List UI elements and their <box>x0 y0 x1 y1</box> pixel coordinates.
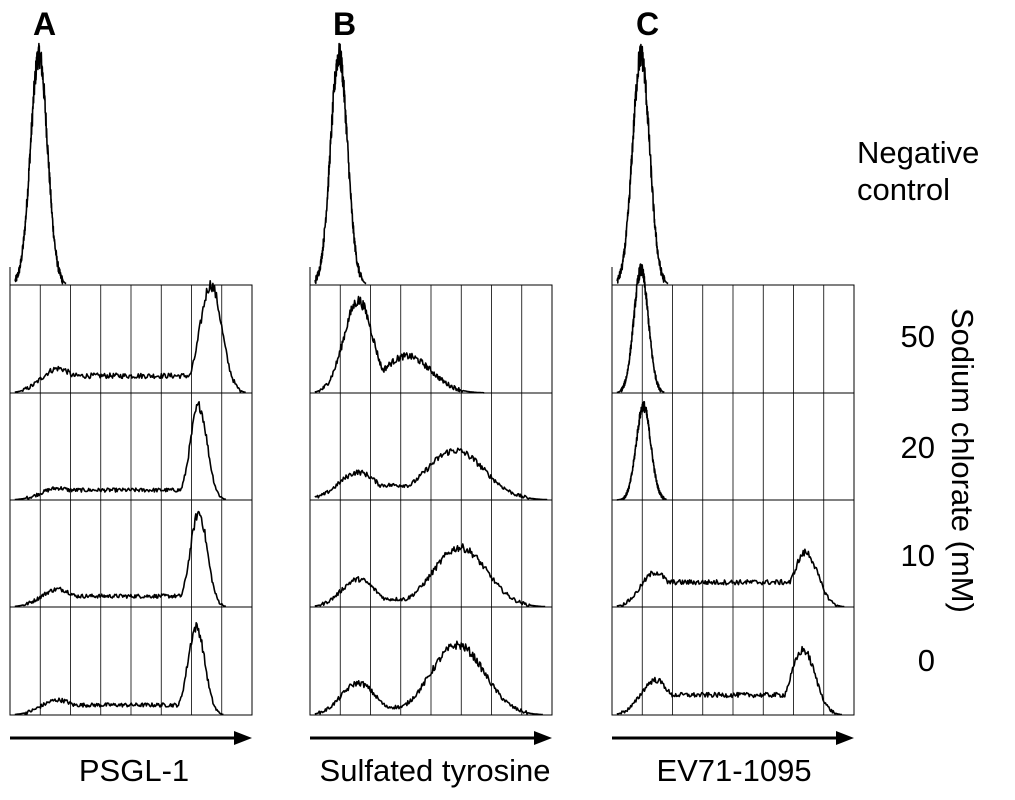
panel-c-histogram-20mm <box>616 400 668 501</box>
row-label-20: 20 <box>900 430 935 465</box>
negative-control-label: Negative control <box>857 135 980 207</box>
panel-b-label: B <box>333 6 357 42</box>
row-label-50: 50 <box>900 319 935 354</box>
panel-a-histogram-0mm <box>14 622 224 716</box>
panel-b-histogram-negative <box>314 42 367 285</box>
panel-a-histogram-20mm <box>14 401 227 501</box>
panel-c-x-axis-arrowhead <box>836 731 854 745</box>
panel-c-histogram-negative <box>616 43 669 285</box>
panel-a-histogram-10mm <box>14 510 227 608</box>
panel-b-histogram-20mm <box>314 447 548 501</box>
panel-a-histogram-negative <box>14 42 67 285</box>
panel-c-histogram-50mm <box>616 263 665 394</box>
sodium-chlorate-axis-label: Sodium chlorate (mM) <box>945 308 980 613</box>
panel-a-x-axis-arrowhead <box>234 731 252 745</box>
panel-b-histogram-50mm <box>314 295 485 394</box>
panel-a-label: A <box>33 6 57 42</box>
panel-b-histogram-10mm <box>314 543 546 608</box>
panel-b-xlabel: Sulfated tyrosine <box>319 753 551 788</box>
panel-c-histogram-10mm <box>616 548 845 608</box>
row-label-0: 0 <box>917 643 935 678</box>
panel-a-histogram-50mm <box>14 280 246 394</box>
panel-c-histogram-0mm <box>616 645 842 716</box>
panel-c-xlabel: EV71-1095 <box>656 753 812 788</box>
panel-b-x-axis-arrowhead <box>534 731 552 745</box>
panel-c-label: C <box>636 6 660 42</box>
row-label-10: 10 <box>900 538 935 573</box>
panel-b-histogram-0mm <box>314 640 543 716</box>
panel-a-xlabel: PSGL-1 <box>78 753 190 788</box>
